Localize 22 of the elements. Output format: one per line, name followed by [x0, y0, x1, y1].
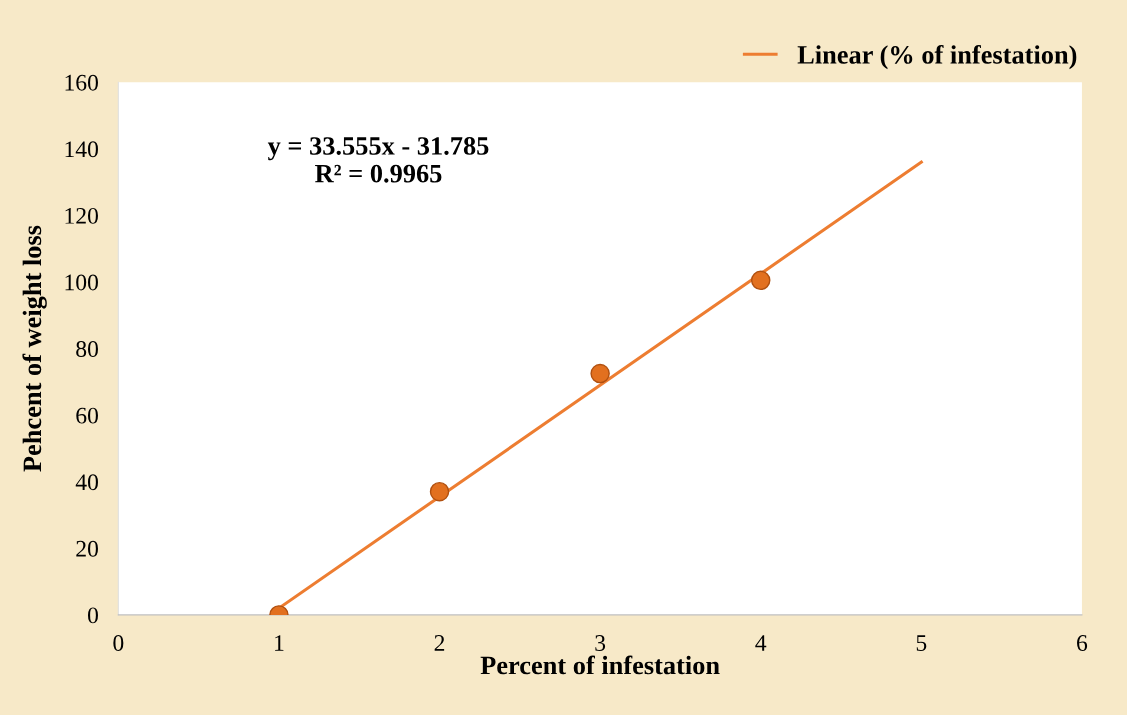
y-tick-label: 0	[87, 607, 98, 624]
y-tick-label: 20	[76, 540, 98, 557]
y-tick-label: 140	[65, 141, 98, 158]
y-axis-title: Pehcent of weight loss	[22, 225, 47, 472]
annotation: y = 33.555x - 31.785 R² = 0.9965	[267, 137, 489, 183]
y-tick-label: 80	[76, 341, 98, 357]
x-tick-label: 0	[113, 635, 124, 651]
legend-label: Linear (% of infestation)	[797, 44, 1077, 70]
x-tick-label: 5	[916, 635, 927, 651]
y-tick-label: 60	[76, 407, 98, 424]
x-tick-label: 4	[755, 635, 767, 651]
y-tick-label: 40	[75, 474, 98, 491]
point	[590, 363, 610, 384]
x-tick-label: 3	[595, 635, 606, 651]
x-tick-label: 1	[275, 635, 284, 651]
x-tick-label: 6	[1077, 635, 1088, 651]
y-tick-label: 120	[65, 207, 98, 224]
y-tick-label: 100	[65, 274, 98, 291]
x-axis-title: Percent of infestation	[480, 655, 720, 675]
point	[750, 270, 771, 291]
x-tick-label: 2	[434, 635, 445, 651]
y-tick-label: 160	[65, 74, 98, 91]
